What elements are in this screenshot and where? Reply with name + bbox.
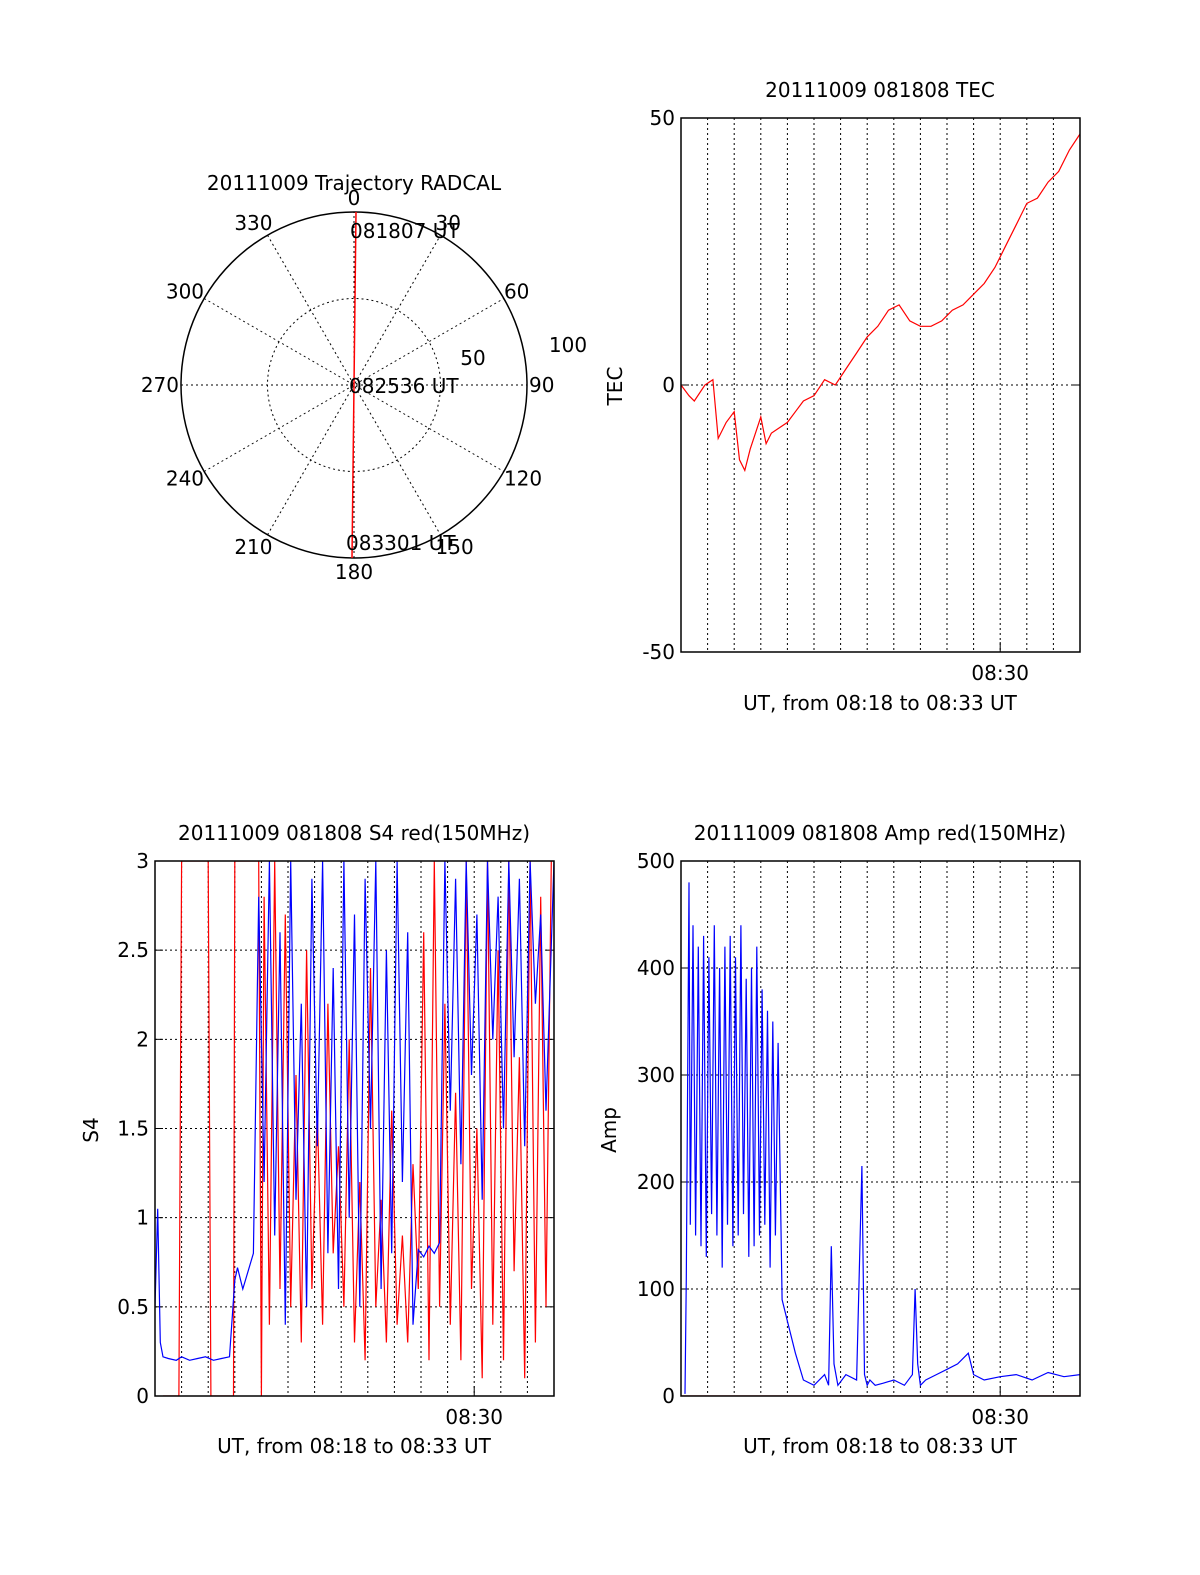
polar-angle-label: 0 — [348, 186, 361, 210]
y-tick-label: 0 — [136, 1384, 149, 1408]
tec-ylabel: TEC — [603, 367, 627, 407]
series-line-0 — [163, 861, 552, 1396]
y-tick-label: 400 — [637, 956, 675, 980]
polar-angle-label: 210 — [234, 535, 272, 559]
polar-angle-label: 30 — [436, 211, 461, 235]
s4-ylabel: S4 — [79, 1117, 103, 1142]
series-line-0 — [684, 882, 1080, 1394]
polar-angle-label: 120 — [504, 467, 542, 491]
plot-frame — [154, 860, 555, 1397]
polar-angle-label: 180 — [335, 560, 373, 584]
polar-panel: 20111009 Trajectory RADCAL 0 30 60 90 120 150… — [141, 171, 587, 584]
x-tick-label: 08:30 — [445, 1405, 503, 1429]
polar-radial-label: 50 — [460, 346, 485, 370]
polar-title: 20111009 Trajectory RADCAL — [207, 171, 502, 195]
y-tick-label: 0.5 — [117, 1295, 149, 1319]
tec-xlabel: UT, from 08:18 to 08:33 UT — [743, 691, 1018, 715]
y-tick-label: 0 — [662, 373, 675, 397]
amp-xlabel: UT, from 08:18 to 08:33 UT — [743, 1434, 1018, 1458]
tec-title: 20111009 081808 TEC — [765, 78, 995, 102]
polar-angle-label: 150 — [436, 535, 474, 559]
polar-angle-label: 300 — [166, 280, 204, 304]
tec-panel: 20111009 081808 TEC TEC UT, from 08:18 t… — [603, 78, 1081, 715]
s4-title: 20111009 081808 S4 red(150MHz) — [178, 821, 530, 845]
polar-series — [351, 211, 357, 559]
y-tick-label: 3 — [136, 849, 149, 873]
x-tick-label: 08:30 — [971, 661, 1029, 685]
polar-angle-label: 90 — [529, 373, 554, 397]
annotation-mid: 082536 UT — [349, 374, 459, 398]
y-tick-label: 1 — [136, 1206, 149, 1230]
polar-trajectory-line — [351, 211, 357, 559]
polar-grid — [180, 211, 528, 559]
y-tick-label: 50 — [650, 106, 675, 130]
y-tick-label: 100 — [637, 1277, 675, 1301]
polar-radial-labels: 50 100 — [460, 333, 587, 370]
amp-title: 20111009 081808 Amp red(150MHz) — [694, 821, 1066, 845]
y-tick-label: 2 — [136, 1027, 149, 1051]
s4-xlabel: UT, from 08:18 to 08:33 UT — [217, 1434, 492, 1458]
tec-plot-area: 50 0 -50 08:30 — [642, 106, 1081, 685]
annotation-start: 081807 UT — [350, 219, 460, 243]
polar-angle-label: 270 — [141, 373, 179, 397]
s4-plot-area: 0 0.5 1 1.5 2 2.5 3 08:30 — [117, 849, 555, 1429]
y-tick-label: 0 — [662, 1384, 675, 1408]
plot-frame — [680, 117, 1081, 653]
y-tick-label: 1.5 — [117, 1117, 149, 1141]
polar-radial-label: 100 — [549, 333, 587, 357]
annotation-end: 083301 UT — [346, 531, 456, 555]
s4-panel: 20111009 081808 S4 red(150MHz) S4 UT, fr… — [79, 821, 555, 1458]
series-line-1 — [155, 861, 554, 1361]
polar-angle-labels: 0 30 60 90 120 150 180 210 240 270 300 330 — [141, 186, 555, 584]
amp-ylabel: Amp — [597, 1107, 621, 1153]
y-tick-label: 200 — [637, 1170, 675, 1194]
y-tick-label: 300 — [637, 1063, 675, 1087]
x-tick-label: 08:30 — [971, 1405, 1029, 1429]
amp-plot-area: 0 100 200 300 400 500 08:30 — [637, 849, 1081, 1429]
polar-angle-label: 60 — [504, 280, 529, 304]
polar-angle-label: 330 — [234, 211, 272, 235]
y-tick-label: 2.5 — [117, 938, 149, 962]
y-tick-label: 500 — [637, 849, 675, 873]
series-line-0 — [681, 133, 1080, 473]
plot-frame — [680, 860, 1081, 1397]
polar-angle-label: 240 — [166, 467, 204, 491]
y-tick-label: -50 — [642, 640, 675, 664]
amp-panel: 20111009 081808 Amp red(150MHz) Amp UT, … — [597, 821, 1081, 1458]
